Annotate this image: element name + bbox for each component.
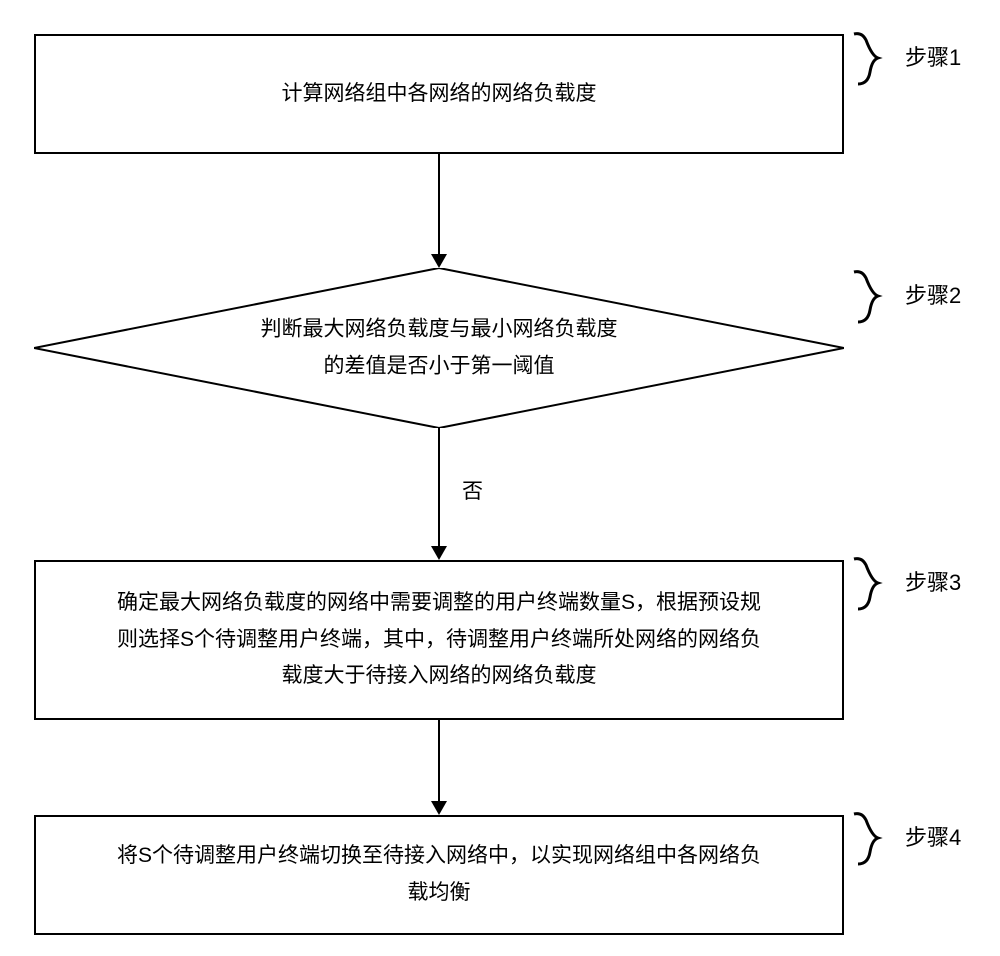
- flowchart-container: 计算网络组中各网络的网络负载度 步骤1 判断最大网络负载度与最小网络负载度 的差…: [0, 0, 1000, 956]
- step3-brace: [852, 555, 900, 613]
- arrow-2-3-head: [431, 546, 447, 560]
- arrow-1-2: [438, 154, 440, 254]
- step4-text: 将S个待调整用户终端切换至待接入网络中，以实现网络组中各网络负 载均衡: [117, 838, 761, 912]
- step4-label: 步骤4: [905, 820, 961, 852]
- step3-label: 步骤3: [905, 565, 961, 597]
- step2-text: 判断最大网络负载度与最小网络负载度 的差值是否小于第一阈值: [156, 311, 723, 385]
- step2-diamond: 判断最大网络负载度与最小网络负载度 的差值是否小于第一阈值: [34, 268, 844, 428]
- arrow-1-2-head: [431, 254, 447, 268]
- step1-box: 计算网络组中各网络的网络负载度: [34, 34, 844, 154]
- step1-label: 步骤1: [905, 40, 961, 72]
- arrow-3-4: [438, 720, 440, 801]
- arrow-2-3: [438, 428, 440, 546]
- step2-label: 步骤2: [905, 278, 961, 310]
- step1-text: 计算网络组中各网络的网络负载度: [282, 76, 597, 113]
- step2-brace: [852, 268, 900, 326]
- arrow-2-3-label: 否: [462, 475, 483, 505]
- step4-box: 将S个待调整用户终端切换至待接入网络中，以实现网络组中各网络负 载均衡: [34, 815, 844, 935]
- step3-text: 确定最大网络负载度的网络中需要调整的用户终端数量S，根据预设规 则选择S个待调整…: [117, 585, 761, 695]
- step4-brace: [852, 810, 900, 868]
- arrow-3-4-head: [431, 801, 447, 815]
- step1-brace: [852, 30, 900, 88]
- step3-box: 确定最大网络负载度的网络中需要调整的用户终端数量S，根据预设规 则选择S个待调整…: [34, 560, 844, 720]
